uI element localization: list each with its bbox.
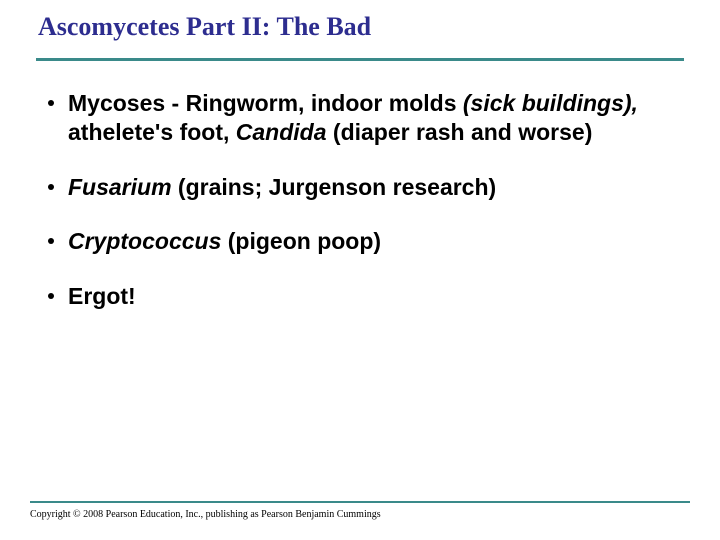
bullet-dot-icon [48,238,54,244]
bullet-item: Mycoses - Ringworm, indoor molds (sick b… [48,89,680,147]
bullet-dot-icon [48,100,54,106]
bullet-item: Ergot! [48,282,680,311]
bullet-text: Ergot! [68,282,680,311]
bullet-text: Cryptococcus (pigeon poop) [68,227,680,256]
text-run: (grains; Jurgenson research) [172,174,497,200]
copyright-text: Copyright © 2008 Pearson Education, Inc.… [30,509,690,520]
bullet-dot-icon [48,293,54,299]
bullet-list: Mycoses - Ringworm, indoor molds (sick b… [30,89,690,311]
bullet-item: Fusarium (grains; Jurgenson research) [48,173,680,202]
title-rule [36,58,684,61]
text-run: Mycoses - Ringworm, indoor molds [68,90,463,116]
text-run: (diaper rash and worse) [327,119,593,145]
text-run: athelete's foot, [68,119,236,145]
bullet-text: Mycoses - Ringworm, indoor molds (sick b… [68,89,680,147]
text-run: (sick buildings), [463,90,638,116]
text-run: Cryptococcus [68,228,221,254]
slide-title: Ascomycetes Part II: The Bad [30,12,690,42]
text-run: (pigeon poop) [221,228,381,254]
footer-rule [30,501,690,503]
bullet-dot-icon [48,184,54,190]
bullet-text: Fusarium (grains; Jurgenson research) [68,173,680,202]
text-run: Ergot! [68,283,136,309]
text-run: Candida [236,119,327,145]
slide-container: Ascomycetes Part II: The Bad Mycoses - R… [0,0,720,540]
bullet-item: Cryptococcus (pigeon poop) [48,227,680,256]
text-run: Fusarium [68,174,172,200]
footer: Copyright © 2008 Pearson Education, Inc.… [30,501,690,520]
